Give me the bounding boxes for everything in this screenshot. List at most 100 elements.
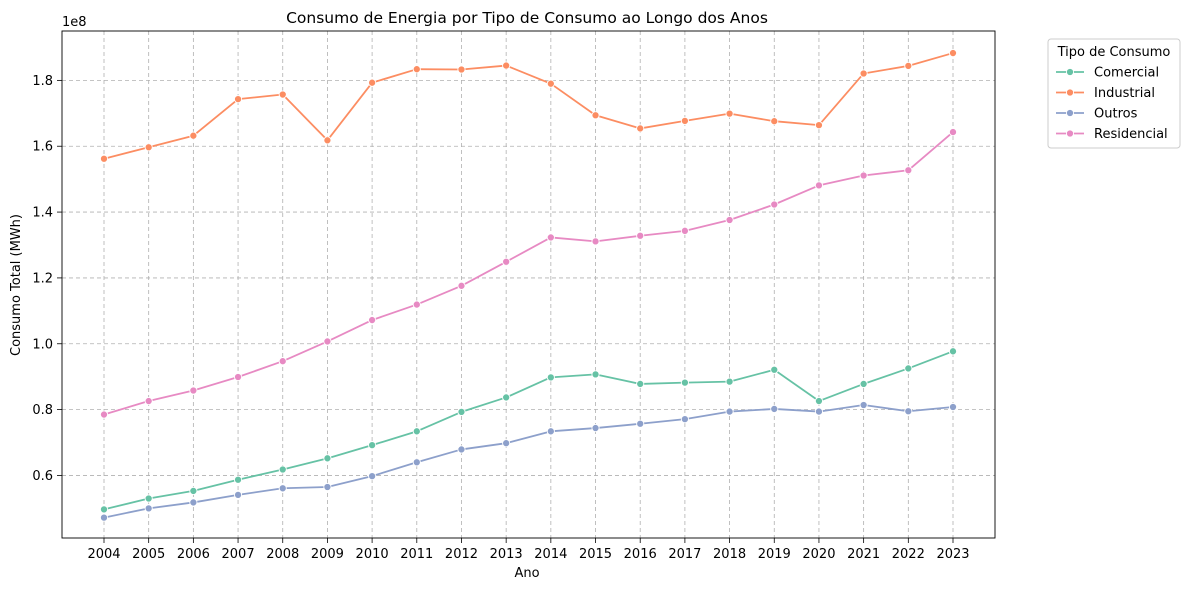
legend-frame: [1047, 38, 1181, 149]
data-point-outros: [368, 472, 377, 481]
data-point-residencial: [725, 215, 734, 225]
x-tick-label: 2020: [802, 547, 835, 562]
x-tick-label: 2011: [400, 547, 433, 562]
x-tick-label: 2005: [132, 547, 165, 562]
data-point-industrial: [725, 109, 734, 118]
data-point-comercial: [189, 486, 198, 495]
data-point-residencial: [457, 281, 466, 290]
data-point-outros: [591, 423, 600, 433]
grid: [62, 31, 995, 538]
data-point-outros: [546, 427, 555, 436]
data-point-residencial: [591, 237, 600, 246]
legend-title: Tipo de Consumo: [1057, 45, 1171, 60]
legend-item-residencial: Residencial: [1056, 127, 1168, 142]
data-point-outros: [234, 490, 243, 499]
data-point-outros: [502, 439, 511, 448]
y-axis-label: Consumo Total (MWh): [9, 214, 24, 356]
data-point-comercial: [278, 465, 287, 474]
legend-marker: [1065, 129, 1075, 138]
legend-marker: [1065, 108, 1075, 118]
data-point-residencial: [904, 166, 913, 175]
data-point-residencial: [412, 300, 421, 309]
legend: Tipo de Consumo Comercial Industrial Outro…: [1047, 38, 1181, 149]
x-tick-label: 2013: [490, 547, 523, 562]
series-industrial: [99, 49, 958, 163]
series-line-residencial: [103, 131, 954, 416]
data-point-industrial: [234, 95, 243, 104]
data-point-outros: [99, 513, 109, 522]
x-tick-label: 2014: [534, 547, 567, 562]
y-scale-label: 1e8: [62, 15, 87, 30]
data-point-outros: [859, 400, 868, 410]
x-tick-label: 2006: [177, 547, 210, 562]
x-tick-label: 2023: [936, 547, 969, 562]
data-point-comercial: [546, 373, 555, 382]
data-point-outros: [278, 484, 287, 493]
x-tick-label: 2015: [579, 547, 612, 562]
data-point-residencial: [770, 200, 779, 209]
data-point-comercial: [725, 377, 734, 386]
x-tick-label: 2016: [624, 547, 657, 562]
data-point-residencial: [234, 372, 243, 382]
y-axis: 0.6 0.8 1.0 1.2 1.4 1.6 1.8: [32, 74, 62, 484]
legend-label: Outros: [1094, 107, 1138, 122]
data-point-outros: [189, 498, 198, 507]
data-point-comercial: [591, 370, 600, 379]
data-point-outros: [814, 407, 823, 416]
y-tick-label: 0.6: [32, 469, 53, 484]
x-axis: 2004 2005 2006 2007 2008 2009 2010 2011 2012 2013…: [87, 538, 970, 562]
data-point-industrial: [278, 90, 287, 99]
data-point-outros: [323, 482, 332, 492]
data-point-outros: [144, 504, 153, 513]
legend-item-industrial: Industrial: [1056, 86, 1155, 101]
data-point-comercial: [770, 365, 779, 374]
data-point-industrial: [457, 65, 466, 74]
y-tick-label: 1.0: [32, 337, 53, 352]
data-point-residencial: [636, 231, 645, 240]
data-point-residencial: [814, 181, 823, 190]
x-tick-label: 2007: [222, 547, 255, 562]
data-point-outros: [457, 445, 466, 454]
data-point-outros: [725, 407, 734, 416]
x-tick-label: 2017: [668, 547, 701, 562]
x-tick-label: 2018: [713, 547, 746, 562]
series-layer: [99, 49, 958, 522]
data-point-residencial: [144, 396, 153, 406]
data-point-residencial: [99, 410, 109, 419]
x-tick-label: 2012: [445, 547, 478, 562]
series-outros: [99, 400, 958, 522]
legend-marker: [1065, 67, 1075, 77]
data-point-comercial: [99, 505, 109, 514]
legend-label: Residencial: [1094, 127, 1168, 142]
data-point-outros: [904, 407, 913, 416]
data-point-outros: [680, 415, 689, 424]
data-point-comercial: [412, 427, 421, 436]
data-point-industrial: [680, 116, 689, 125]
data-point-industrial: [591, 111, 600, 120]
series-line-industrial: [103, 52, 954, 160]
data-point-residencial: [948, 128, 958, 137]
legend-label: Industrial: [1094, 86, 1155, 101]
series-line-outros: [103, 404, 954, 519]
data-point-outros: [412, 458, 421, 467]
data-point-industrial: [904, 61, 913, 70]
data-point-outros: [948, 402, 958, 412]
x-tick-label: 2008: [266, 547, 299, 562]
series-residencial: [99, 128, 958, 419]
data-point-residencial: [680, 226, 689, 235]
data-point-comercial: [323, 454, 332, 463]
y-tick-label: 1.6: [32, 140, 53, 155]
x-axis-label: Ano: [514, 566, 539, 581]
y-tick-label: 1.8: [32, 74, 53, 89]
plot-frame: [61, 30, 996, 539]
series-comercial: [99, 347, 958, 514]
data-point-industrial: [770, 117, 779, 126]
x-tick-label: 2009: [311, 547, 344, 562]
data-point-comercial: [904, 364, 913, 373]
chart-title: Consumo de Energia por Tipo de Consumo a…: [286, 9, 768, 27]
data-point-residencial: [546, 233, 555, 242]
data-point-residencial: [323, 337, 332, 346]
data-point-outros: [770, 404, 779, 413]
data-point-residencial: [859, 171, 868, 180]
